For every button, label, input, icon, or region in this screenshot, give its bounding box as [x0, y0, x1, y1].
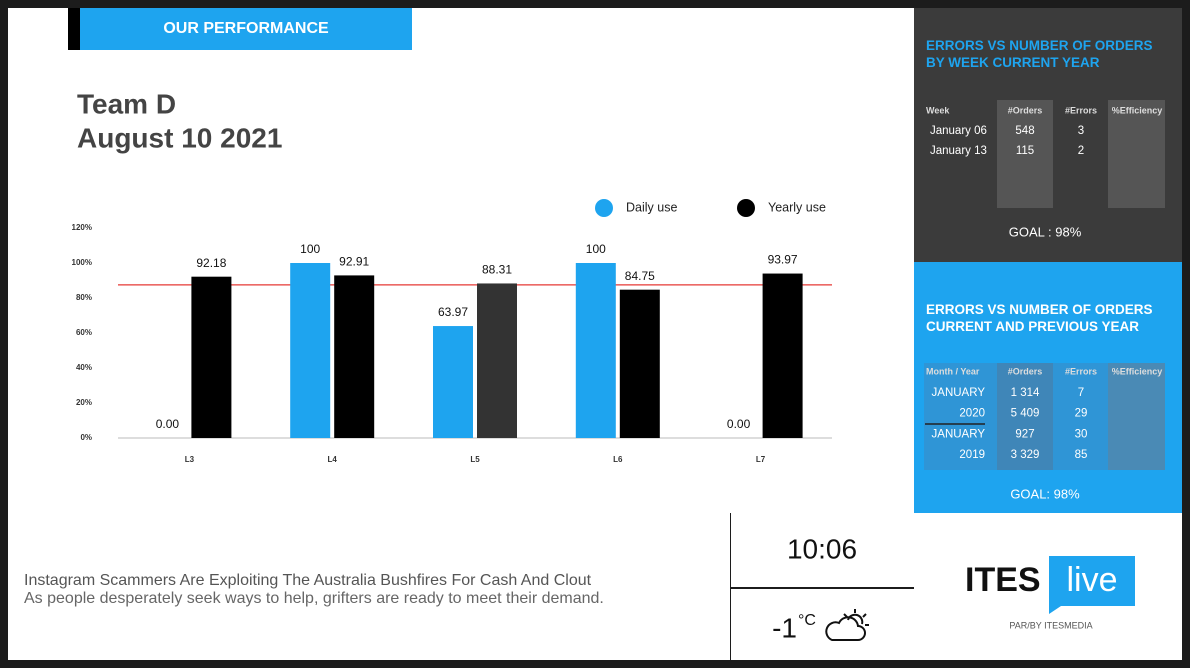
column-header: Week — [926, 105, 950, 115]
y-tick-label: 60% — [76, 328, 92, 337]
panel-title: ERRORS VS NUMBER OF ORDERS — [926, 302, 1153, 317]
table-cell: 3 — [1078, 125, 1084, 137]
legend-label: Yearly use — [768, 200, 826, 214]
table-cell: 927 — [1015, 428, 1034, 440]
weather-icon — [825, 609, 869, 641]
x-tick-label: L4 — [328, 455, 338, 464]
weather-panel — [731, 589, 914, 660]
y-tick-label: 100% — [72, 258, 92, 267]
value-label: 92.18 — [196, 256, 226, 270]
table-cell: 1 314 — [1011, 387, 1040, 399]
tagline: PAR/BY ITESMEDIA — [1009, 620, 1092, 630]
table-cell: JANUARY — [932, 387, 986, 399]
column-header: #Orders — [1008, 366, 1043, 376]
bar — [619, 289, 660, 438]
column-shade — [997, 363, 1053, 470]
badge-text: live — [1066, 561, 1117, 599]
bar — [191, 276, 232, 438]
value-label: 0.00 — [727, 417, 751, 431]
table-cell: 2 — [1078, 145, 1084, 157]
table-cell: 3 329 — [1011, 449, 1040, 461]
y-tick-label: 0% — [80, 433, 92, 442]
goal: GOAL : 98% — [1009, 224, 1082, 239]
table-cell: 30 — [1075, 428, 1088, 440]
goal: GOAL: 98% — [1010, 486, 1080, 501]
value-label: 100 — [586, 242, 606, 256]
table-cell: 2020 — [959, 408, 985, 420]
bar — [334, 275, 375, 438]
logo-panel — [914, 513, 1182, 660]
banner — [80, 8, 412, 50]
table-cell: 2019 — [959, 449, 985, 461]
table-cell: January 13 — [930, 145, 987, 157]
news-panel — [8, 513, 730, 660]
column-header: #Errors — [1065, 366, 1097, 376]
y-tick-label: 20% — [76, 398, 92, 407]
column-header: %Efficiency — [1112, 366, 1163, 376]
y-tick-label: 80% — [76, 293, 92, 302]
x-tick-label: L5 — [470, 455, 480, 464]
panel-title: CURRENT AND PREVIOUS YEAR — [926, 319, 1139, 334]
y-tick-label: 40% — [76, 363, 92, 372]
bar — [477, 283, 517, 438]
news-headline: Instagram Scammers Are Exploiting The Au… — [24, 572, 592, 589]
team: Team D — [77, 88, 176, 119]
table-cell: 29 — [1075, 408, 1088, 420]
table-cell: 115 — [1016, 145, 1034, 157]
table-cell: JANUARY — [932, 428, 986, 440]
banner-title: OUR PERFORMANCE — [163, 20, 329, 37]
value-label: 84.75 — [625, 269, 655, 283]
value-label: 93.97 — [768, 253, 798, 267]
news-subline: As people desperately seek ways to help,… — [24, 590, 604, 607]
value-label: 100 — [300, 242, 320, 256]
value-label: 63.97 — [438, 305, 468, 319]
column-shade — [1108, 363, 1165, 470]
bar — [762, 273, 803, 438]
column-header: %Efficiency — [1112, 105, 1163, 115]
panel-title: ERRORS VS NUMBER OF ORDERS — [926, 38, 1153, 53]
time: 10:06 — [787, 533, 857, 564]
column-shade — [997, 100, 1053, 208]
banner-edge — [68, 8, 80, 50]
x-tick-label: L7 — [756, 455, 766, 464]
temperature: -1 — [772, 612, 797, 643]
column-header: #Errors — [1065, 105, 1097, 115]
table-cell: 548 — [1015, 125, 1034, 137]
bar — [290, 263, 331, 438]
x-tick-label: L6 — [613, 455, 623, 464]
column-shade — [1108, 100, 1165, 208]
table-cell: January 06 — [930, 125, 987, 137]
column-header: #Orders — [1008, 105, 1043, 115]
column-header: Month / Year — [926, 366, 980, 376]
legend-label: Daily use — [626, 200, 677, 214]
brand: ITES — [965, 561, 1041, 599]
y-tick-label: 120% — [72, 223, 92, 232]
bar — [575, 263, 616, 438]
value-label: 92.91 — [339, 255, 369, 269]
bar — [433, 326, 473, 438]
legend-swatch — [737, 199, 755, 217]
x-tick-label: L3 — [185, 455, 195, 464]
value-label: 0.00 — [156, 417, 180, 431]
legend-swatch — [595, 199, 613, 217]
date: August 10 2021 — [77, 122, 282, 153]
table-cell: 7 — [1078, 387, 1084, 399]
value-label: 88.31 — [482, 263, 512, 277]
table-cell: 5 409 — [1011, 408, 1040, 420]
temperature-unit: °C — [798, 612, 816, 629]
table-cell: 85 — [1075, 449, 1088, 461]
panel-title: BY WEEK CURRENT YEAR — [926, 55, 1100, 70]
clock-panel — [731, 513, 914, 587]
badge — [1049, 556, 1135, 614]
